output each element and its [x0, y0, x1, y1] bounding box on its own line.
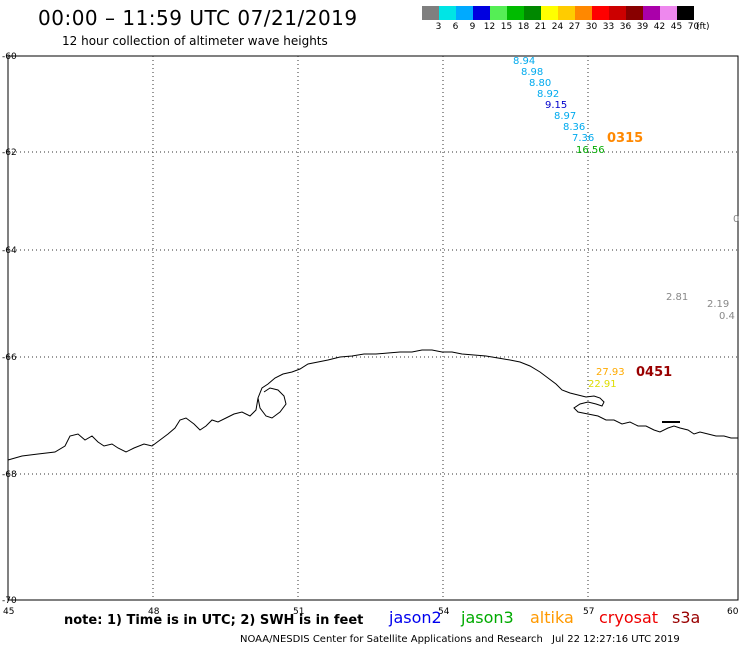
- wave-height-value: 8.80: [529, 78, 551, 89]
- credit-line: NOAA/NESDIS Center for Satellite Applica…: [240, 634, 543, 645]
- legend-swatch: [660, 6, 677, 20]
- legend-label: 18: [517, 22, 530, 32]
- wave-height-value: 8.94: [513, 56, 535, 67]
- legend-swatch: [643, 6, 660, 20]
- wave-height-value: 8.92: [537, 89, 559, 100]
- legend-label: 27: [568, 22, 581, 32]
- footer-note: note: 1) Time is in UTC; 2) SWH is in fe…: [64, 613, 364, 628]
- legend-swatch: [439, 6, 456, 20]
- legend-label: 39: [636, 22, 649, 32]
- wave-height-value: 27.93: [596, 367, 625, 378]
- pass-time-label: 0315: [607, 131, 643, 146]
- satellite-label: altika: [530, 608, 574, 627]
- generated-timestamp: Jul 22 12:27:16 UTC 2019: [552, 634, 680, 645]
- legend-label: 33: [602, 22, 615, 32]
- wave-height-value: 0: [733, 214, 739, 225]
- lat-label: -68: [2, 470, 17, 480]
- legend-swatch: [473, 6, 490, 20]
- wave-height-value: 8.97: [554, 111, 576, 122]
- lon-label: 48: [148, 607, 160, 617]
- legend-label: 24: [551, 22, 564, 32]
- lat-label: -64: [2, 246, 17, 256]
- legend-label: 6: [452, 22, 459, 32]
- legend-swatch: [507, 6, 524, 20]
- map-grid: [8, 56, 738, 600]
- wave-height-value: 0.4: [719, 311, 735, 322]
- legend-label: 36: [619, 22, 632, 32]
- antarctic-coastline: [7, 349, 738, 461]
- wave-height-value: 22.91: [588, 379, 617, 390]
- legend-swatch: [456, 6, 473, 20]
- legend-swatch: [422, 6, 439, 20]
- legend-swatch: [592, 6, 609, 20]
- legend-swatch: [626, 6, 643, 20]
- map-title: 00:00 – 11:59 UTC 07/21/2019: [38, 6, 358, 30]
- legend-label: 12: [483, 22, 496, 32]
- satellite-label: jason2: [389, 608, 442, 627]
- legend-label: 30: [585, 22, 598, 32]
- map-subtitle: 12 hour collection of altimeter wave hei…: [62, 34, 328, 48]
- wave-height-value: 2.19: [707, 299, 729, 310]
- wave-height-value: 2.81: [666, 292, 688, 303]
- legend-unit: (ft): [696, 22, 710, 32]
- legend-label: 70: [687, 22, 700, 32]
- legend-swatch: [609, 6, 626, 20]
- legend-label: 3: [435, 22, 442, 32]
- wave-height-value: 8.98: [521, 67, 543, 78]
- legend-swatch: [490, 6, 507, 20]
- ice-shelf-contour: [257, 387, 287, 419]
- satellite-label: cryosat: [599, 608, 659, 627]
- wave-height-value: 7.36: [572, 133, 594, 144]
- lon-label: 45: [3, 607, 14, 617]
- lon-label: 54: [438, 607, 450, 617]
- legend-label: 9: [469, 22, 476, 32]
- legend-label: 42: [653, 22, 666, 32]
- map-frame: [7, 55, 739, 601]
- lat-label: -66: [2, 353, 17, 363]
- satellite-label: jason3: [461, 608, 514, 627]
- wave-height-value: 8.36: [563, 122, 585, 133]
- legend-label: 15: [500, 22, 513, 32]
- legend-swatch: [541, 6, 558, 20]
- pass-time-label: 0451: [636, 365, 672, 380]
- lon-label: 51: [293, 607, 304, 617]
- satellite-label: s3a: [672, 608, 701, 627]
- legend-swatch: [524, 6, 541, 20]
- legend-label: 21: [534, 22, 547, 32]
- lon-label: 60: [727, 607, 739, 617]
- wave-height-value: 9.15: [545, 100, 567, 111]
- legend-label: 45: [670, 22, 683, 32]
- wave-height-value: 16.56: [576, 145, 605, 156]
- legend-swatch: [558, 6, 575, 20]
- legend-swatch: [677, 6, 694, 20]
- legend-swatch: [575, 6, 592, 20]
- lat-label: -60: [2, 52, 17, 62]
- lat-label: -62: [2, 148, 17, 158]
- lon-label: 57: [583, 607, 594, 617]
- lat-label: -70: [2, 596, 17, 606]
